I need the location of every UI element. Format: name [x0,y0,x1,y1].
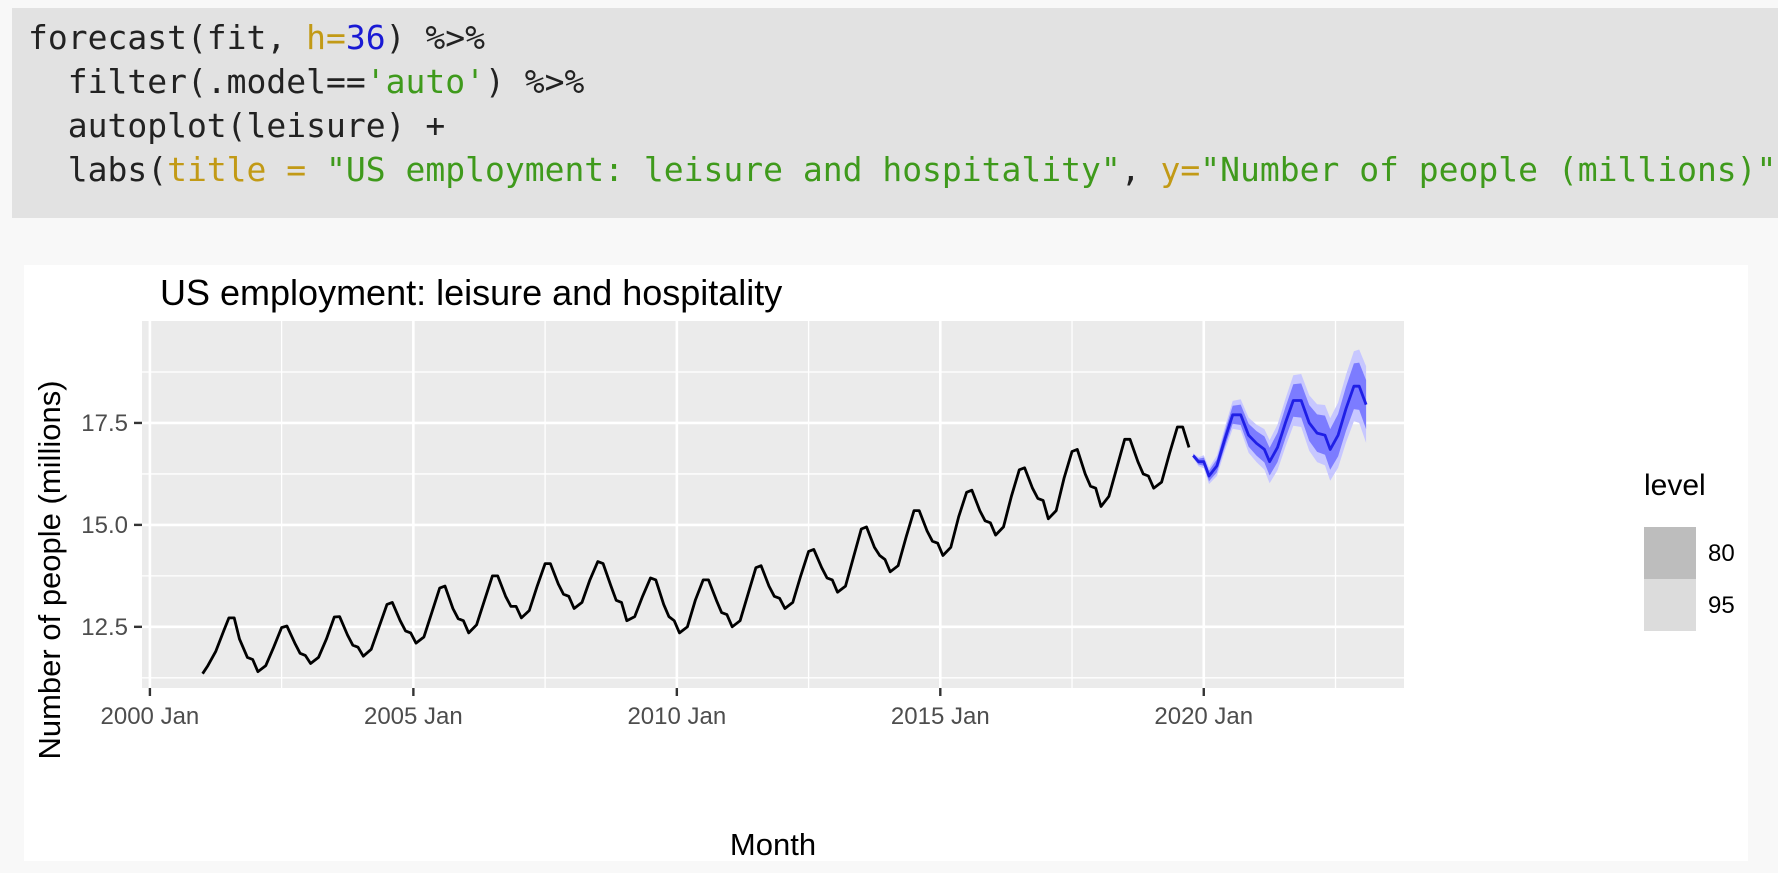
history-line [201,425,1191,675]
forecast-line [1192,384,1368,478]
axes: 2000 Jan 2005 Jan 2010 Jan 2015 Jan 2020 Jan… [81,410,1253,730]
code-line: labs(title = "US employment: leisure and… [28,150,1778,190]
legend-label: 95 [1708,592,1735,619]
code-token: filter(.model== [28,62,366,101]
plot-panel: US employment: leisure and hospitality 2… [24,265,1748,862]
code-token: , [1120,150,1161,189]
code-token: ) %>% [484,62,585,101]
grid-lines [142,321,1404,688]
code-block: forecast(fit, h=36) %>% filter(.model=='… [12,8,1778,218]
code-token: labs( [28,150,168,189]
series-lines [201,384,1368,675]
prediction-interval-80 [1193,362,1367,482]
chart-title: US employment: leisure and hospitality [160,272,782,313]
code-token: y= [1160,150,1201,189]
forecast-chart: US employment: leisure and hospitality 2… [32,272,1735,862]
legend-swatch [1644,579,1696,631]
code-token: autoplot(leisure) + [28,106,446,145]
legend-label: 80 [1708,540,1735,567]
y-axis-label: Number of people (millions) [32,380,67,759]
band-80-area [1193,362,1367,482]
plot-background [142,321,1404,688]
legend-title: level [1644,469,1706,502]
x-tick-label: 2015 Jan [891,703,990,730]
y-tick-label: 17.5 [81,410,128,437]
code-line: autoplot(leisure) + [28,106,446,146]
x-tick-label: 2000 Jan [101,703,200,730]
code-token: forecast(fit, [28,18,307,57]
code-token: "US employment: leisure and hospitality" [326,150,1121,189]
code-token: 'auto' [365,62,485,101]
code-token: "Number of people (millions)" [1200,150,1777,189]
y-tick-label: 12.5 [81,614,128,641]
legend: level 80 95 [1644,469,1735,631]
code-token: 36 [345,18,386,57]
x-tick-label: 2020 Jan [1154,703,1253,730]
code-line: filter(.model=='auto') %>% [28,62,585,102]
code-token: ) %>% [385,18,485,57]
code-token: ) [1776,150,1778,189]
x-tick-label: 2010 Jan [627,703,726,730]
code-token: h= [306,18,346,57]
x-tick-label: 2005 Jan [364,703,463,730]
code-token: title = [167,150,327,189]
x-axis-label: Month [730,827,816,861]
y-tick-label: 15.0 [81,512,128,539]
code-line: forecast(fit, h=36) %>% [28,18,485,58]
legend-swatch [1644,527,1696,579]
